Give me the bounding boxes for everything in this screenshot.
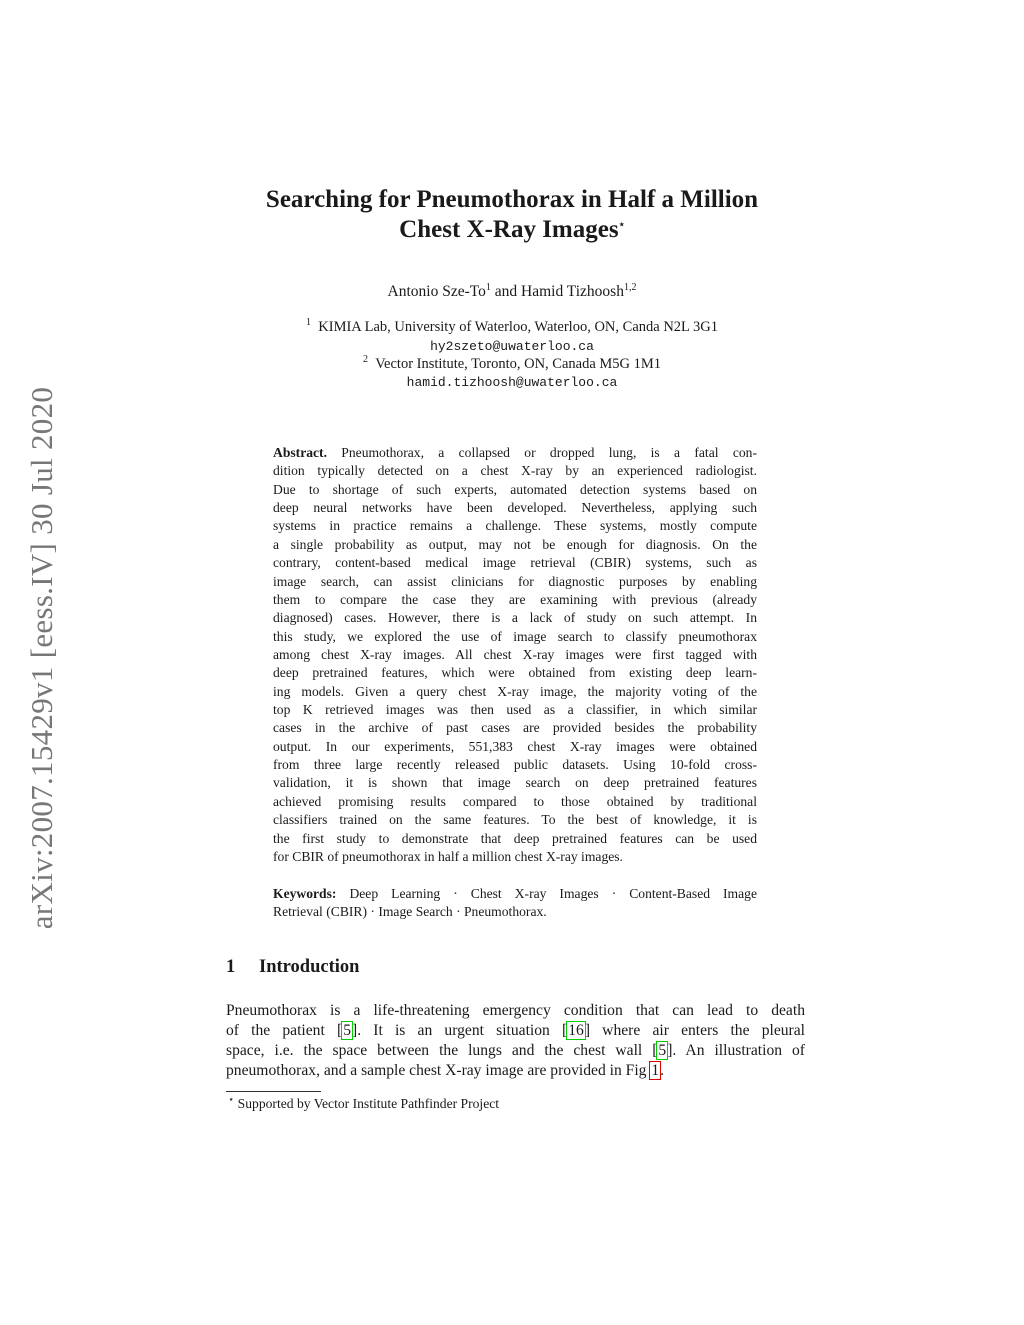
- author-2-affil: 1,2: [623, 281, 637, 293]
- abstract-line: classifiers trained on the same features…: [273, 812, 757, 828]
- text: pneumothorax, and a sample chest X-ray i…: [226, 1062, 651, 1079]
- email-2[interactable]: hamid.tizhoosh@uwaterloo.ca: [406, 375, 618, 390]
- section-heading: 1 Introduction: [226, 957, 359, 978]
- abstract-line: diagnosed) cases. However, there is a la…: [273, 610, 757, 626]
- abstract-line: systems in practice remains a challenge.…: [273, 518, 757, 534]
- footnote-rule: [226, 1091, 321, 1092]
- paragraph-line: Pneumothorax is a life-threatening emerg…: [226, 1002, 805, 1019]
- affiliation-1: 1 KIMIA Lab, University of Waterloo, Wat…: [0, 317, 1024, 336]
- arxiv-identifier: arXiv:2007.15429v1 [eess.IV] 30 Jul 2020: [24, 386, 59, 930]
- section-number: 1: [226, 957, 236, 977]
- abstract-line: this study, we explored the use of image…: [273, 628, 757, 644]
- title-line-1: Searching for Pneumothorax in Half a Mil…: [265, 186, 759, 213]
- affil-text: Vector Institute, Toronto, ON, Canada M5…: [375, 356, 662, 372]
- abstract-line: contrary, content-based medical image re…: [273, 555, 757, 571]
- footnote-mark: ⋆: [228, 1094, 235, 1106]
- author-conj: and: [490, 283, 522, 300]
- author-1-affil: 1: [485, 281, 491, 293]
- text: . An illustration of: [672, 1042, 805, 1059]
- paragraph-line: space, i.e. the space between the lungs …: [226, 1041, 805, 1060]
- abstract-line: image search, can assist clinicians for …: [273, 573, 757, 589]
- affil-text: KIMIA Lab, University of Waterloo, Water…: [318, 319, 718, 335]
- paragraph-line: pneumothorax, and a sample chest X-ray i…: [226, 1061, 805, 1081]
- footnote: ⋆ Supported by Vector Institute Pathfind…: [228, 1094, 500, 1112]
- title-line-2: Chest X-Ray Images⋆: [0, 216, 1024, 244]
- abstract-line: achieved promising results compared to t…: [273, 793, 757, 809]
- affiliation-2: 2 Vector Institute, Toronto, ON, Canada …: [0, 354, 1024, 373]
- citation-link[interactable]: 16: [566, 1021, 586, 1040]
- citation-link[interactable]: 5: [341, 1021, 353, 1040]
- keywords-label: Keywords:: [273, 886, 337, 901]
- citation-link[interactable]: 5: [656, 1041, 669, 1060]
- email-1[interactable]: hy2szeto@uwaterloo.ca: [430, 339, 594, 354]
- abstract-line: from three large recently released publi…: [273, 757, 757, 773]
- section-title: Introduction: [259, 957, 360, 977]
- abstract-line: output. In our experiments, 551,383 ches…: [273, 738, 757, 754]
- text: of the patient: [226, 1022, 337, 1039]
- authors: Antonio Sze-To1 and Hamid Tizhoosh1,2: [0, 281, 1024, 301]
- abstract-line: validation, it is shown that image searc…: [273, 775, 757, 791]
- text: . It is an urgent situation: [357, 1022, 563, 1039]
- abstract-line: cases in the archive of past cases are p…: [273, 720, 757, 736]
- abstract-line: deep pretrained features, which were obt…: [273, 665, 757, 681]
- abstract-line: for CBIR of pneumothorax in half a milli…: [273, 848, 623, 864]
- title-text: Chest X-Ray Images: [399, 216, 619, 243]
- affil-mark: 2: [362, 354, 368, 366]
- abstract-line: them to compare the case they are examin…: [273, 591, 757, 607]
- keywords-line: Keywords: Deep Learning · Chest X-ray Im…: [273, 885, 757, 903]
- abstract-line: Due to shortage of such experts, automat…: [273, 481, 757, 497]
- title-footnote-mark: ⋆: [618, 219, 625, 231]
- abstract-line: dition typically detected on a chest X-r…: [273, 463, 757, 479]
- abstract-label: Abstract.: [273, 445, 327, 460]
- abstract-line: Abstract. Pneumothorax, a collapsed or d…: [273, 444, 757, 462]
- abstract-line: top K retrieved images was then used as …: [273, 702, 757, 718]
- abstract-line: among chest X-ray images. All chest X-ra…: [273, 646, 757, 662]
- abstract-line: the first study to demonstrate that deep…: [273, 830, 757, 846]
- abstract-text: Pneumothorax, a collapsed or dropped lun…: [341, 445, 757, 460]
- affil-mark: 1: [306, 317, 312, 329]
- text: where air enters the pleural: [590, 1022, 805, 1039]
- abstract-line: a single probability as output, may not …: [273, 536, 757, 552]
- author-2: Hamid Tizhoosh: [521, 283, 624, 300]
- keywords-line: Retrieval (CBIR) · Image Search · Pneumo…: [273, 904, 547, 919]
- keywords-text: Deep Learning · Chest X-ray Images · Con…: [349, 886, 757, 901]
- footnote-text: Supported by Vector Institute Pathfinder…: [237, 1096, 500, 1111]
- figure-link[interactable]: 1: [649, 1061, 662, 1080]
- text: .: [660, 1062, 665, 1079]
- abstract-line: deep neural networks have been developed…: [273, 500, 757, 516]
- paragraph-line: of the patient [5]. It is an urgent situ…: [226, 1021, 805, 1040]
- abstract-line: ing models. Given a query chest X-ray im…: [273, 683, 757, 699]
- author-1: Antonio Sze-To: [387, 283, 486, 300]
- text: space, i.e. the space between the lungs …: [226, 1042, 653, 1059]
